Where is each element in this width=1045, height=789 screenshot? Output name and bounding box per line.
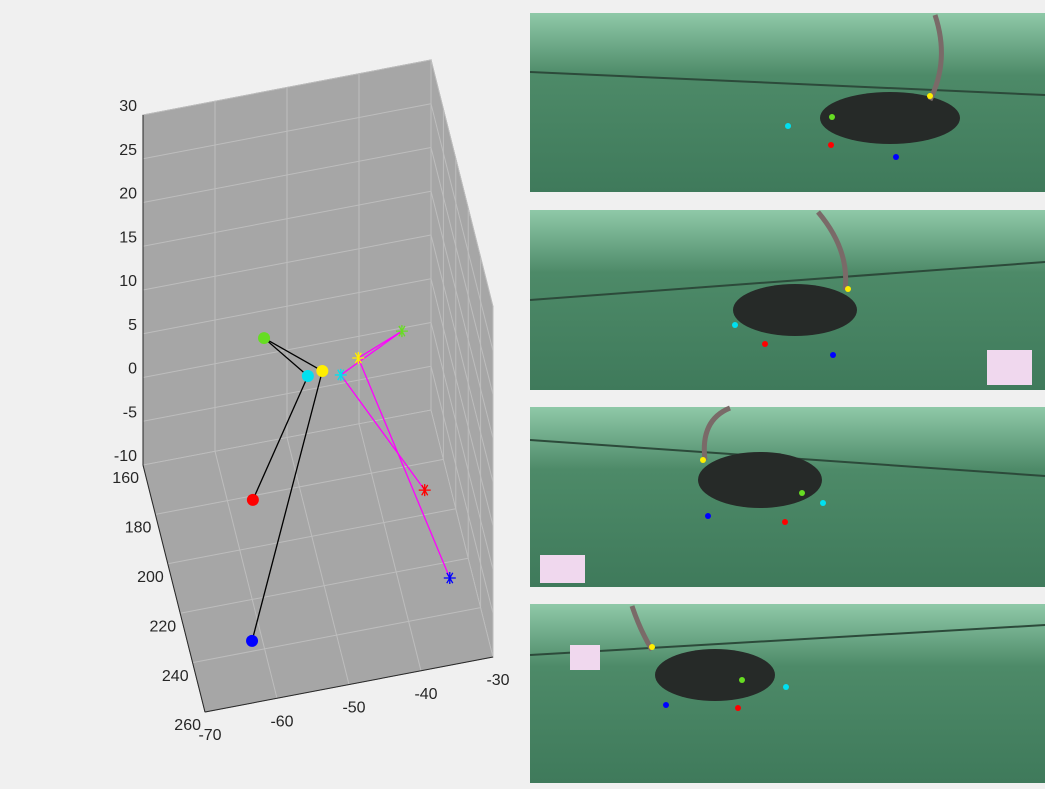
x-tick-label: -50 xyxy=(342,700,365,717)
z-tick-label: 0 xyxy=(128,361,137,378)
y-tick-label: 260 xyxy=(174,717,201,734)
marker xyxy=(246,635,258,647)
z-tick-label: 25 xyxy=(119,142,137,159)
frame-1 xyxy=(530,13,1045,192)
x-tick-label: -40 xyxy=(414,686,437,703)
y-tick-label: 240 xyxy=(162,668,189,685)
chart: -70-60-50-40-30160180200220240260-10-505… xyxy=(0,0,520,789)
frame-4 xyxy=(530,604,1045,783)
marker xyxy=(247,494,259,506)
y-tick-label: 200 xyxy=(137,569,164,586)
z-tick-label: 20 xyxy=(119,186,137,203)
x-tick-label: -30 xyxy=(486,672,509,689)
x-tick-label: -70 xyxy=(198,727,221,744)
frame-3 xyxy=(530,407,1045,587)
z-tick-label: -5 xyxy=(123,404,137,421)
video-frames xyxy=(530,0,1045,789)
z-tick-label: -10 xyxy=(114,448,137,465)
marker xyxy=(302,370,314,382)
z-tick-label: 10 xyxy=(119,273,137,290)
y-tick-label: 160 xyxy=(112,470,139,487)
marker xyxy=(316,365,328,377)
y-tick-label: 220 xyxy=(149,618,176,635)
figure: -70-60-50-40-30160180200220240260-10-505… xyxy=(0,0,1045,789)
frame-2 xyxy=(530,210,1045,390)
z-tick-label: 5 xyxy=(128,317,137,334)
z-tick-label: 15 xyxy=(119,229,137,246)
y-tick-label: 180 xyxy=(125,520,152,537)
marker xyxy=(258,332,270,344)
z-tick-label: 30 xyxy=(119,98,137,115)
x-tick-label: -60 xyxy=(270,713,293,730)
